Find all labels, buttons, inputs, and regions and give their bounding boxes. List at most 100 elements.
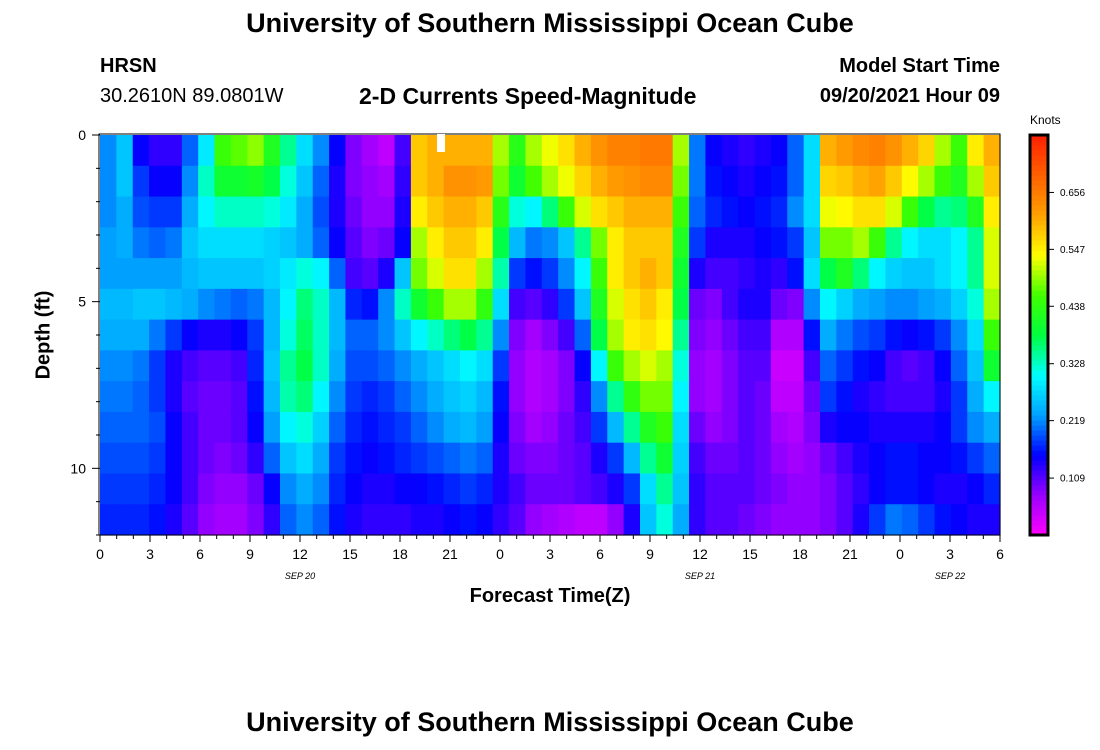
heatmap-cell bbox=[181, 227, 199, 259]
heatmap-cell bbox=[525, 473, 543, 505]
heatmap-cell bbox=[132, 258, 150, 290]
heatmap-cell bbox=[198, 165, 216, 198]
heatmap-cell bbox=[623, 135, 641, 167]
heatmap-cell bbox=[770, 258, 788, 290]
heatmap-cell bbox=[394, 288, 412, 321]
heatmap-cell bbox=[116, 504, 134, 536]
heatmap-cell bbox=[345, 381, 363, 413]
heatmap-cell bbox=[230, 473, 248, 505]
heatmap-cell bbox=[934, 504, 952, 536]
heatmap-cell bbox=[705, 258, 723, 290]
heatmap-cell bbox=[852, 350, 870, 382]
heatmap-cell bbox=[901, 381, 919, 413]
heatmap-cell bbox=[967, 196, 985, 228]
heatmap-cell bbox=[918, 288, 936, 321]
heatmap-cell bbox=[754, 135, 772, 167]
colorbar-segment bbox=[1030, 405, 1048, 411]
colorbar-segment bbox=[1030, 420, 1048, 426]
heatmap-cell bbox=[574, 165, 592, 198]
heatmap-cell bbox=[410, 473, 428, 505]
heatmap-cell bbox=[214, 350, 232, 382]
heatmap-cell bbox=[247, 258, 265, 290]
x-tick-label: 6 bbox=[596, 546, 604, 562]
colorbar-segment bbox=[1030, 245, 1048, 251]
heatmap-cell bbox=[149, 473, 167, 505]
heatmap-cell bbox=[312, 288, 330, 321]
heatmap-cell bbox=[738, 288, 756, 321]
heatmap-cell bbox=[394, 227, 412, 259]
heatmap-cell bbox=[410, 258, 428, 290]
colorbar-segment bbox=[1030, 530, 1048, 536]
heatmap-cell bbox=[460, 165, 477, 198]
heatmap-cell bbox=[394, 381, 412, 413]
heatmap-cell bbox=[574, 381, 592, 413]
heatmap-cell bbox=[410, 288, 428, 321]
heatmap-cell bbox=[689, 381, 707, 413]
colorbar-segment bbox=[1030, 310, 1048, 316]
heatmap-cell bbox=[116, 350, 134, 382]
heatmap-cell bbox=[525, 227, 543, 259]
heatmap-cell bbox=[689, 135, 707, 167]
heatmap-cell bbox=[280, 411, 297, 444]
heatmap-cell bbox=[787, 442, 805, 475]
y-tick-label: 0 bbox=[78, 127, 86, 143]
heatmap-cell bbox=[901, 504, 919, 536]
heatmap-cell bbox=[181, 288, 199, 321]
heatmap-cell bbox=[312, 350, 330, 382]
colorbar-segment bbox=[1030, 170, 1048, 176]
heatmap-cell bbox=[869, 381, 887, 413]
heatmap-cell bbox=[770, 350, 788, 382]
heatmap-cell bbox=[312, 319, 330, 351]
heatmap-cell bbox=[820, 319, 837, 351]
heatmap-cell bbox=[230, 135, 248, 167]
heatmap-cell bbox=[100, 411, 117, 444]
heatmap-cell bbox=[443, 165, 461, 198]
heatmap-cell bbox=[918, 504, 936, 536]
heatmap-cell bbox=[836, 411, 854, 444]
heatmap-cell bbox=[640, 381, 657, 413]
colorbar-segment bbox=[1030, 325, 1048, 331]
heatmap-cell bbox=[672, 196, 690, 228]
heatmap-cell bbox=[280, 165, 297, 198]
heatmap-cell bbox=[345, 288, 363, 321]
colorbar-segment bbox=[1030, 210, 1048, 216]
heatmap-cell bbox=[181, 258, 199, 290]
heatmap-cell bbox=[590, 135, 608, 167]
x-tick-label: 15 bbox=[742, 546, 758, 562]
heatmap-cell bbox=[329, 258, 347, 290]
heatmap-cell bbox=[852, 381, 870, 413]
colorbar-segment bbox=[1030, 495, 1048, 501]
heatmap-cell bbox=[623, 288, 641, 321]
heatmap-cell bbox=[590, 442, 608, 475]
heatmap-cell bbox=[214, 411, 232, 444]
heatmap-cell bbox=[378, 288, 396, 321]
heatmap-cell bbox=[640, 504, 657, 536]
heatmap-cell bbox=[803, 504, 821, 536]
heatmap-cell bbox=[836, 442, 854, 475]
heatmap-cell bbox=[672, 319, 690, 351]
heatmap-cell bbox=[885, 350, 903, 382]
heatmap-cell bbox=[754, 504, 772, 536]
heatmap-cell bbox=[656, 411, 674, 444]
colorbar-segment bbox=[1030, 155, 1048, 161]
heatmap-cell bbox=[918, 442, 936, 475]
heatmap-cell bbox=[950, 350, 968, 382]
heatmap-cell bbox=[149, 350, 167, 382]
heatmap-cell bbox=[918, 227, 936, 259]
heatmap-cell bbox=[640, 135, 657, 167]
heatmap-cell bbox=[329, 381, 347, 413]
heatmap-cell bbox=[607, 196, 625, 228]
heatmap-cell bbox=[983, 411, 1001, 444]
heatmap-cell bbox=[918, 196, 936, 228]
heatmap-cell bbox=[934, 196, 952, 228]
heatmap-cell bbox=[574, 227, 592, 259]
heatmap-cell bbox=[280, 473, 297, 505]
colorbar-segment bbox=[1030, 360, 1048, 366]
heatmap-cell bbox=[656, 381, 674, 413]
heatmap-cell bbox=[656, 319, 674, 351]
colorbar-segment bbox=[1030, 500, 1048, 506]
heatmap-cell bbox=[378, 381, 396, 413]
heatmap-cell bbox=[410, 196, 428, 228]
model-start-marker bbox=[437, 134, 445, 152]
date-label: SEP 20 bbox=[285, 571, 315, 581]
